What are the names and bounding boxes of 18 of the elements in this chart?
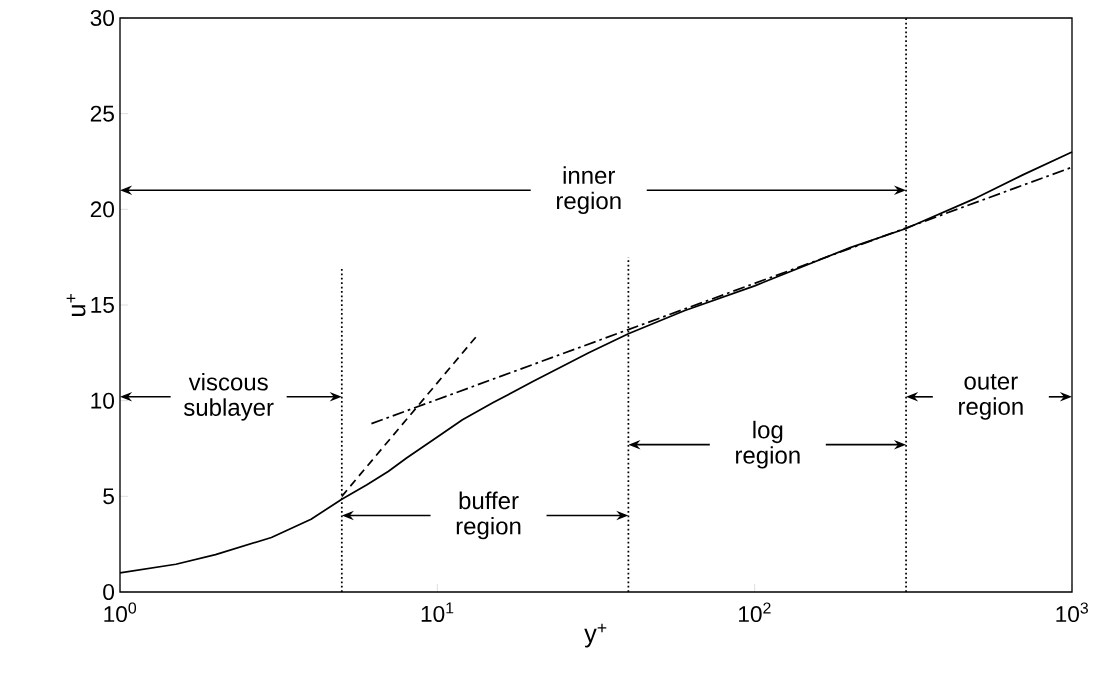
y-tick-label: 15 <box>91 297 114 313</box>
x-tick-label: 10$^{3}$ <box>1056 602 1088 623</box>
x-tick-label: 10$^{0}$ <box>104 602 137 623</box>
y-tick-label: 20 <box>90 201 115 218</box>
y-tick-label: 25 <box>90 105 114 122</box>
annotation: buffer region <box>456 491 521 540</box>
x-tick-label: 10$^{1}$ <box>421 602 454 622</box>
annotation: inner region <box>556 166 621 215</box>
x-axis-title: y$^{+}$ <box>584 623 607 648</box>
y-tick-label: 30 <box>90 9 115 27</box>
y-tick-label: 10 <box>91 392 115 409</box>
y-axis-title: u$^{+}$ <box>66 293 86 316</box>
annotation: outer region <box>959 373 1023 420</box>
annotation: log region <box>736 420 800 469</box>
annotation: viscous sublayer <box>183 372 274 421</box>
y-tick-label: 0 <box>103 583 115 601</box>
x-tick-label: 10$^{2}$ <box>739 602 771 623</box>
y-tick-label: 5 <box>103 488 114 505</box>
